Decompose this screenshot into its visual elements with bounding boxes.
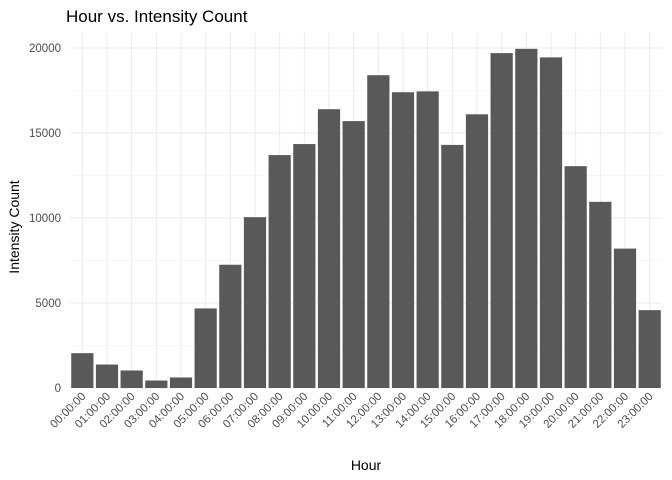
bar (564, 166, 587, 388)
y-tick-label: 10000 (29, 213, 61, 225)
bar (391, 92, 415, 388)
bar (441, 144, 464, 388)
y-tick-label: 15000 (29, 128, 61, 140)
x-axis-title: Hour (351, 457, 382, 473)
bar (243, 217, 267, 388)
bar (515, 48, 538, 388)
bar (268, 155, 291, 388)
bar (465, 114, 489, 389)
bar (490, 53, 513, 388)
bar (169, 377, 193, 388)
bar (539, 57, 563, 388)
bar (95, 364, 119, 388)
bar (317, 109, 341, 388)
bar (342, 121, 365, 388)
bar (416, 91, 439, 388)
bar (589, 201, 612, 388)
bar (145, 380, 168, 388)
y-axis-title: Intensity Count (6, 180, 22, 273)
bar (293, 144, 316, 388)
bar (219, 264, 242, 388)
bar (367, 75, 390, 388)
bar (638, 310, 661, 388)
plot-area: 0500010000150002000000:00:0001:00:0002:0… (29, 33, 662, 431)
bar (120, 370, 143, 388)
y-tick-label: 5000 (35, 298, 61, 310)
bar (71, 353, 94, 388)
chart-title: Hour vs. Intensity Count (66, 7, 248, 26)
bar (194, 308, 217, 388)
y-tick-label: 20000 (29, 43, 61, 55)
bar (613, 248, 637, 388)
y-tick-label: 0 (55, 383, 61, 395)
